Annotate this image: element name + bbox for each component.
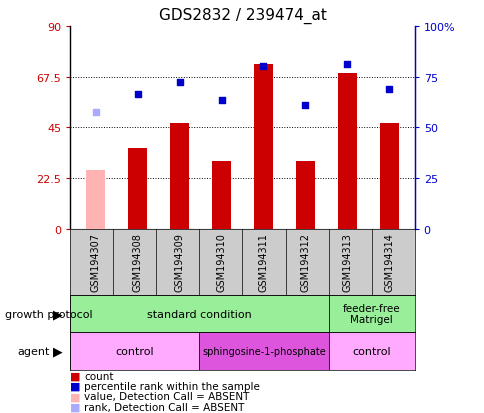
Bar — [170, 123, 189, 229]
Text: agent: agent — [17, 346, 49, 356]
Point — [91, 109, 99, 116]
Bar — [379, 123, 398, 229]
Text: ▶: ▶ — [53, 307, 63, 320]
Text: GSM194311: GSM194311 — [258, 233, 268, 291]
Point — [175, 80, 183, 86]
Point — [301, 102, 309, 109]
Bar — [328, 332, 414, 370]
Bar — [199, 332, 328, 370]
Text: GSM194307: GSM194307 — [91, 233, 100, 292]
Text: ■: ■ — [70, 402, 81, 412]
Point — [217, 98, 225, 104]
Bar — [254, 65, 272, 229]
Text: ■: ■ — [70, 381, 81, 391]
Text: rank, Detection Call = ABSENT: rank, Detection Call = ABSENT — [84, 402, 244, 412]
Title: GDS2832 / 239474_at: GDS2832 / 239474_at — [158, 8, 326, 24]
Text: GSM194314: GSM194314 — [384, 233, 393, 291]
Text: ▶: ▶ — [53, 344, 63, 358]
Bar — [328, 295, 414, 332]
Text: GSM194313: GSM194313 — [342, 233, 352, 291]
Text: sphingosine-1-phosphate: sphingosine-1-phosphate — [202, 346, 325, 356]
Text: standard condition: standard condition — [147, 309, 251, 319]
Bar — [337, 74, 356, 229]
Text: ■: ■ — [70, 392, 81, 401]
Point — [385, 86, 393, 93]
Text: percentile rank within the sample: percentile rank within the sample — [84, 381, 259, 391]
Bar — [128, 148, 147, 229]
Text: ■: ■ — [70, 371, 81, 381]
Point — [259, 64, 267, 71]
Text: GSM194309: GSM194309 — [174, 233, 184, 291]
Text: GSM194312: GSM194312 — [300, 233, 310, 292]
Bar — [295, 162, 314, 229]
Text: GSM194310: GSM194310 — [216, 233, 226, 291]
Text: feeder-free
Matrigel: feeder-free Matrigel — [342, 303, 400, 325]
Text: GSM194308: GSM194308 — [132, 233, 142, 291]
Point — [134, 91, 141, 97]
Bar — [70, 295, 328, 332]
Text: count: count — [84, 371, 113, 381]
Bar — [86, 171, 105, 229]
Text: control: control — [351, 346, 390, 356]
Bar — [212, 162, 230, 229]
Text: growth protocol: growth protocol — [5, 309, 92, 319]
Text: value, Detection Call = ABSENT: value, Detection Call = ABSENT — [84, 392, 249, 401]
Point — [343, 62, 350, 69]
Bar — [70, 332, 199, 370]
Text: control: control — [115, 346, 154, 356]
